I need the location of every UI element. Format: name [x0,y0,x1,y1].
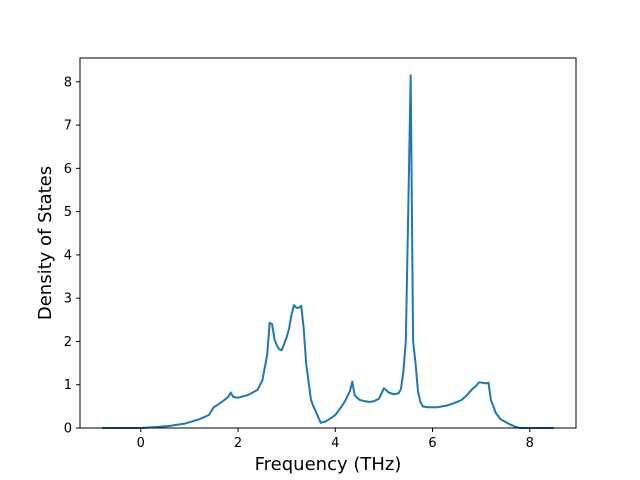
y-tick-label: 7 [64,119,72,134]
y-tick-label: 4 [64,248,72,263]
x-tick-label: 8 [526,436,534,451]
x-tick-label: 0 [137,436,145,451]
y-tick-label: 2 [64,335,72,350]
tick-labels: 0 2 4 6 8 0 1 2 3 4 5 6 7 8 [64,75,534,451]
y-axis-label: Density of States [35,166,56,320]
x-tick-label: 6 [428,436,436,451]
y-tick-label: 3 [64,292,72,307]
axis-ticks [76,81,531,432]
dos-line [101,74,555,429]
y-tick-label: 8 [64,75,72,90]
y-tick-label: 0 [64,422,72,437]
x-axis-label: Frequency (THz) [255,454,402,475]
y-tick-label: 6 [64,162,72,177]
plot-frame [79,57,577,429]
y-tick-label: 1 [64,378,72,393]
plot-background [80,58,576,428]
y-tick-label: 5 [64,205,72,220]
x-tick-label: 4 [331,436,339,451]
x-tick-label: 2 [234,436,242,451]
